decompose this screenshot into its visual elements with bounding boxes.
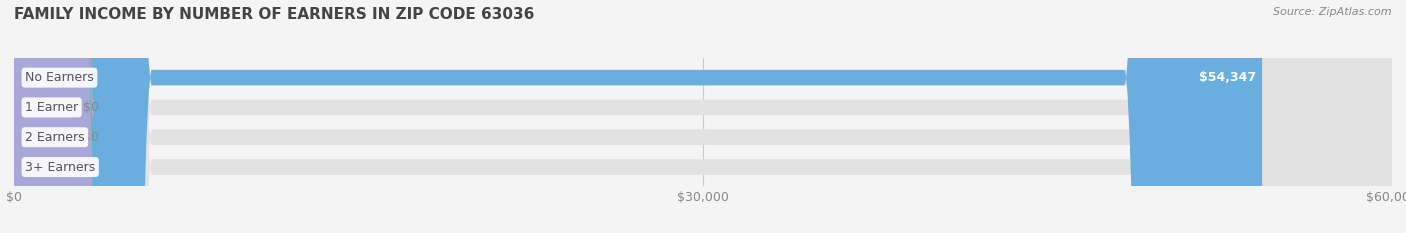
- FancyBboxPatch shape: [0, 0, 94, 233]
- Text: 1 Earner: 1 Earner: [25, 101, 79, 114]
- FancyBboxPatch shape: [14, 0, 1392, 233]
- Text: 3+ Earners: 3+ Earners: [25, 161, 96, 174]
- FancyBboxPatch shape: [0, 0, 94, 233]
- FancyBboxPatch shape: [14, 0, 1392, 233]
- FancyBboxPatch shape: [14, 0, 1392, 233]
- Text: No Earners: No Earners: [25, 71, 94, 84]
- Text: FAMILY INCOME BY NUMBER OF EARNERS IN ZIP CODE 63036: FAMILY INCOME BY NUMBER OF EARNERS IN ZI…: [14, 7, 534, 22]
- Text: $0: $0: [83, 101, 98, 114]
- Text: $0: $0: [83, 131, 98, 144]
- FancyBboxPatch shape: [14, 0, 1392, 233]
- Text: Source: ZipAtlas.com: Source: ZipAtlas.com: [1274, 7, 1392, 17]
- FancyBboxPatch shape: [14, 0, 1263, 233]
- FancyBboxPatch shape: [0, 0, 94, 233]
- Text: $0: $0: [83, 161, 98, 174]
- Text: $54,347: $54,347: [1199, 71, 1257, 84]
- Text: 2 Earners: 2 Earners: [25, 131, 84, 144]
